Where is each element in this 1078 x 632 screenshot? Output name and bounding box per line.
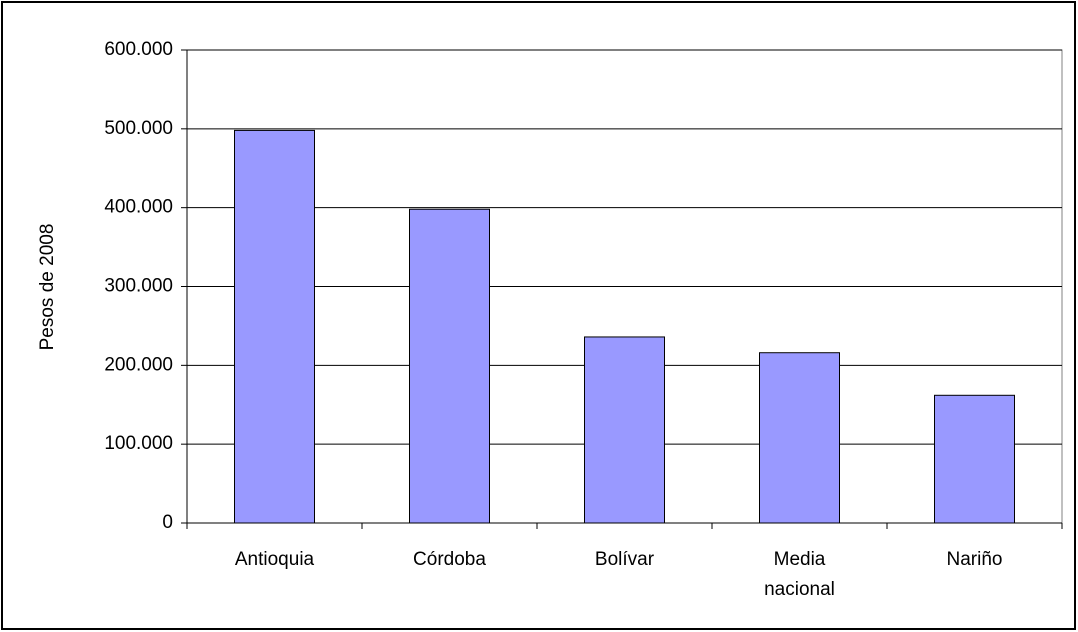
y-tick-label: 600.000 — [104, 39, 173, 60]
bar — [759, 352, 840, 524]
bar — [934, 394, 1015, 524]
y-tick-label: 0 — [162, 512, 173, 533]
y-tick-label: 400.000 — [104, 197, 173, 218]
x-tick-label: Media nacional — [764, 549, 835, 600]
y-axis-label: Pesos de 2008 — [37, 224, 58, 351]
y-tick-label: 100.000 — [104, 433, 173, 454]
x-tick-label: Nariño — [946, 549, 1003, 570]
x-tick-label: Bolívar — [594, 549, 655, 570]
bar — [234, 129, 315, 524]
bar — [409, 208, 490, 524]
x-tick-label: Antioquia — [234, 549, 315, 570]
bar — [584, 336, 665, 524]
x-tick-label: Córdoba — [413, 549, 486, 570]
y-tick-label: 500.000 — [104, 118, 173, 139]
y-tick-label: 200.000 — [104, 354, 173, 375]
y-tick-label: 300.000 — [104, 276, 173, 297]
